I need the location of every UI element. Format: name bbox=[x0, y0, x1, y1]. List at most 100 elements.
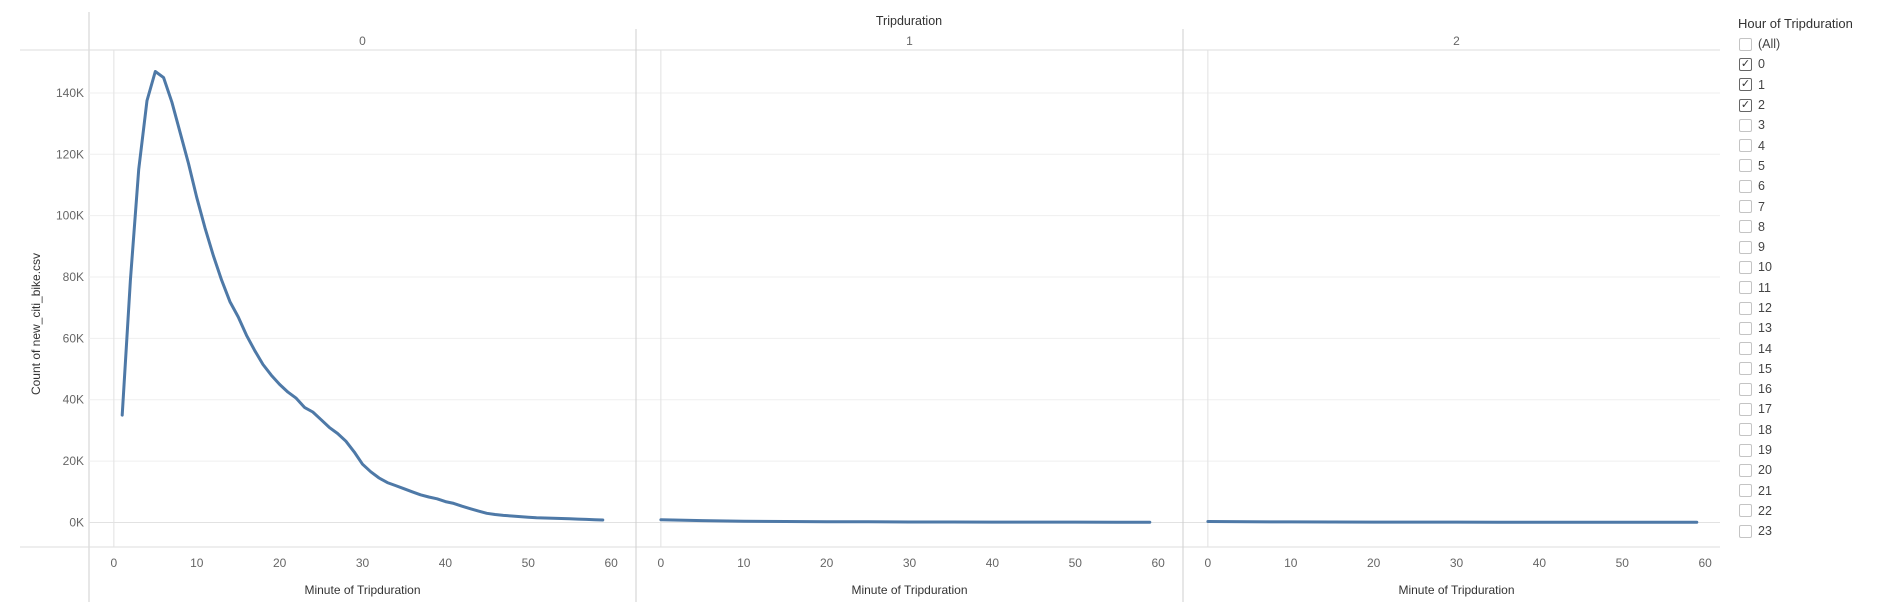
x-axis-label: Minute of Tripduration bbox=[851, 583, 967, 597]
legend-item-label: 11 bbox=[1758, 280, 1771, 295]
checkbox-icon[interactable] bbox=[1739, 260, 1752, 274]
panel-header: 1 bbox=[906, 34, 913, 48]
legend-item-label: 21 bbox=[1758, 483, 1772, 498]
y-tick-label: 100K bbox=[56, 209, 84, 223]
legend-item-label: 9 bbox=[1758, 240, 1765, 255]
x-tick-label: 50 bbox=[1069, 556, 1083, 570]
x-tick-label: 50 bbox=[522, 556, 536, 570]
legend-item[interactable]: 13 bbox=[1738, 318, 1878, 338]
legend-item[interactable]: 12 bbox=[1738, 298, 1878, 318]
legend-item[interactable]: 9 bbox=[1738, 237, 1878, 257]
checkbox-icon[interactable] bbox=[1739, 342, 1752, 356]
legend-item[interactable]: 8 bbox=[1738, 217, 1878, 237]
legend-item[interactable]: 10 bbox=[1738, 257, 1878, 277]
x-tick-label: 0 bbox=[1205, 556, 1212, 570]
checkbox-icon[interactable] bbox=[1739, 240, 1752, 254]
checkbox-icon[interactable] bbox=[1739, 484, 1752, 498]
legend-item[interactable]: 17 bbox=[1738, 399, 1878, 419]
legend-item[interactable]: 5 bbox=[1738, 156, 1878, 176]
checkbox-icon[interactable] bbox=[1739, 402, 1752, 416]
checkbox-icon[interactable] bbox=[1739, 524, 1752, 538]
checkbox-icon[interactable] bbox=[1739, 463, 1752, 477]
y-tick-label: 40K bbox=[63, 393, 84, 407]
x-axis-label: Minute of Tripduration bbox=[1398, 583, 1514, 597]
legend-title: Hour of Tripduration bbox=[1738, 16, 1853, 31]
checkbox-checked-icon[interactable]: ✓ bbox=[1739, 98, 1752, 112]
checkbox-icon[interactable] bbox=[1739, 423, 1752, 437]
legend-item[interactable]: 20 bbox=[1738, 460, 1878, 480]
legend-item[interactable]: (All) bbox=[1738, 34, 1878, 54]
legend-item-label: 15 bbox=[1758, 361, 1772, 376]
legend-item-label: 14 bbox=[1758, 341, 1772, 356]
x-tick-label: 10 bbox=[1284, 556, 1298, 570]
legend-item[interactable]: 7 bbox=[1738, 196, 1878, 216]
checkbox-checked-icon[interactable]: ✓ bbox=[1739, 78, 1752, 92]
legend-item[interactable]: 19 bbox=[1738, 440, 1878, 460]
legend-item-label: 5 bbox=[1758, 158, 1765, 173]
series-line-2 bbox=[1206, 520, 1699, 524]
legend-item-label: 20 bbox=[1758, 463, 1772, 478]
x-tick-label: 10 bbox=[737, 556, 751, 570]
legend-item-label: 22 bbox=[1758, 503, 1772, 518]
legend-item-label: 2 bbox=[1758, 98, 1765, 113]
legend-item-label: 0 bbox=[1758, 57, 1765, 72]
legend-item[interactable]: 15 bbox=[1738, 359, 1878, 379]
checkbox-icon[interactable] bbox=[1739, 139, 1752, 153]
x-tick-label: 20 bbox=[273, 556, 287, 570]
checkbox-checked-icon[interactable]: ✓ bbox=[1739, 57, 1752, 71]
x-tick-label: 30 bbox=[903, 556, 917, 570]
y-tick-label: 120K bbox=[56, 147, 84, 161]
checkbox-icon[interactable] bbox=[1739, 37, 1752, 51]
checkbox-icon[interactable] bbox=[1739, 301, 1752, 315]
checkbox-icon[interactable] bbox=[1739, 443, 1752, 457]
legend-item[interactable]: ✓ 1 bbox=[1738, 75, 1878, 95]
legend-item-label: 23 bbox=[1758, 524, 1772, 539]
x-tick-label: 0 bbox=[111, 556, 118, 570]
legend-item-label: 13 bbox=[1758, 321, 1772, 336]
y-tick-label: 20K bbox=[63, 454, 84, 468]
legend-item[interactable]: 16 bbox=[1738, 379, 1878, 399]
legend-item[interactable]: 23 bbox=[1738, 521, 1878, 541]
legend-item-label: 10 bbox=[1758, 260, 1772, 275]
y-tick-label: 60K bbox=[63, 331, 84, 345]
x-tick-label: 50 bbox=[1616, 556, 1630, 570]
legend-item[interactable]: ✓ 0 bbox=[1738, 54, 1878, 74]
checkbox-icon[interactable] bbox=[1739, 504, 1752, 518]
checkbox-icon[interactable] bbox=[1739, 220, 1752, 234]
legend-items: (All) ✓ 0 ✓ 1 ✓ 2 3 4 5 6 7 8 9 10 11 12 13 14 15 16 17 18 19 20… bbox=[1738, 34, 1878, 541]
x-tick-label: 20 bbox=[820, 556, 834, 570]
x-tick-label: 40 bbox=[1533, 556, 1547, 570]
legend-item[interactable]: 18 bbox=[1738, 420, 1878, 440]
x-tick-label: 40 bbox=[439, 556, 453, 570]
checkbox-icon[interactable] bbox=[1739, 281, 1752, 295]
y-tick-label: 140K bbox=[56, 86, 84, 100]
checkbox-icon[interactable] bbox=[1739, 321, 1752, 335]
checkbox-icon[interactable] bbox=[1739, 118, 1752, 132]
legend-item[interactable]: 22 bbox=[1738, 501, 1878, 521]
panel-header: 0 bbox=[359, 34, 366, 48]
x-tick-label: 60 bbox=[1698, 556, 1712, 570]
x-tick-label: 40 bbox=[986, 556, 1000, 570]
y-tick-label: 0K bbox=[69, 515, 84, 529]
checkbox-icon[interactable] bbox=[1739, 159, 1752, 173]
x-tick-label: 60 bbox=[604, 556, 618, 570]
legend-item[interactable]: ✓ 2 bbox=[1738, 95, 1878, 115]
legend-item-label: 3 bbox=[1758, 118, 1765, 133]
checkbox-icon[interactable] bbox=[1739, 179, 1752, 193]
legend-item[interactable]: 3 bbox=[1738, 115, 1878, 135]
series-line-1 bbox=[659, 518, 1152, 524]
legend-item-label: 8 bbox=[1758, 219, 1765, 234]
panel-header: 2 bbox=[1453, 34, 1460, 48]
legend-item-label: 18 bbox=[1758, 422, 1772, 437]
legend-item-label: 4 bbox=[1758, 138, 1765, 153]
checkbox-icon[interactable] bbox=[1739, 200, 1752, 214]
legend-item-label: 16 bbox=[1758, 382, 1772, 397]
legend-item[interactable]: 21 bbox=[1738, 481, 1878, 501]
legend-item[interactable]: 14 bbox=[1738, 338, 1878, 358]
legend-item[interactable]: 4 bbox=[1738, 135, 1878, 155]
legend-item[interactable]: 11 bbox=[1738, 278, 1878, 298]
legend-item[interactable]: 6 bbox=[1738, 176, 1878, 196]
legend-item-label: 12 bbox=[1758, 301, 1772, 315]
checkbox-icon[interactable] bbox=[1739, 362, 1752, 376]
checkbox-icon[interactable] bbox=[1739, 382, 1752, 396]
